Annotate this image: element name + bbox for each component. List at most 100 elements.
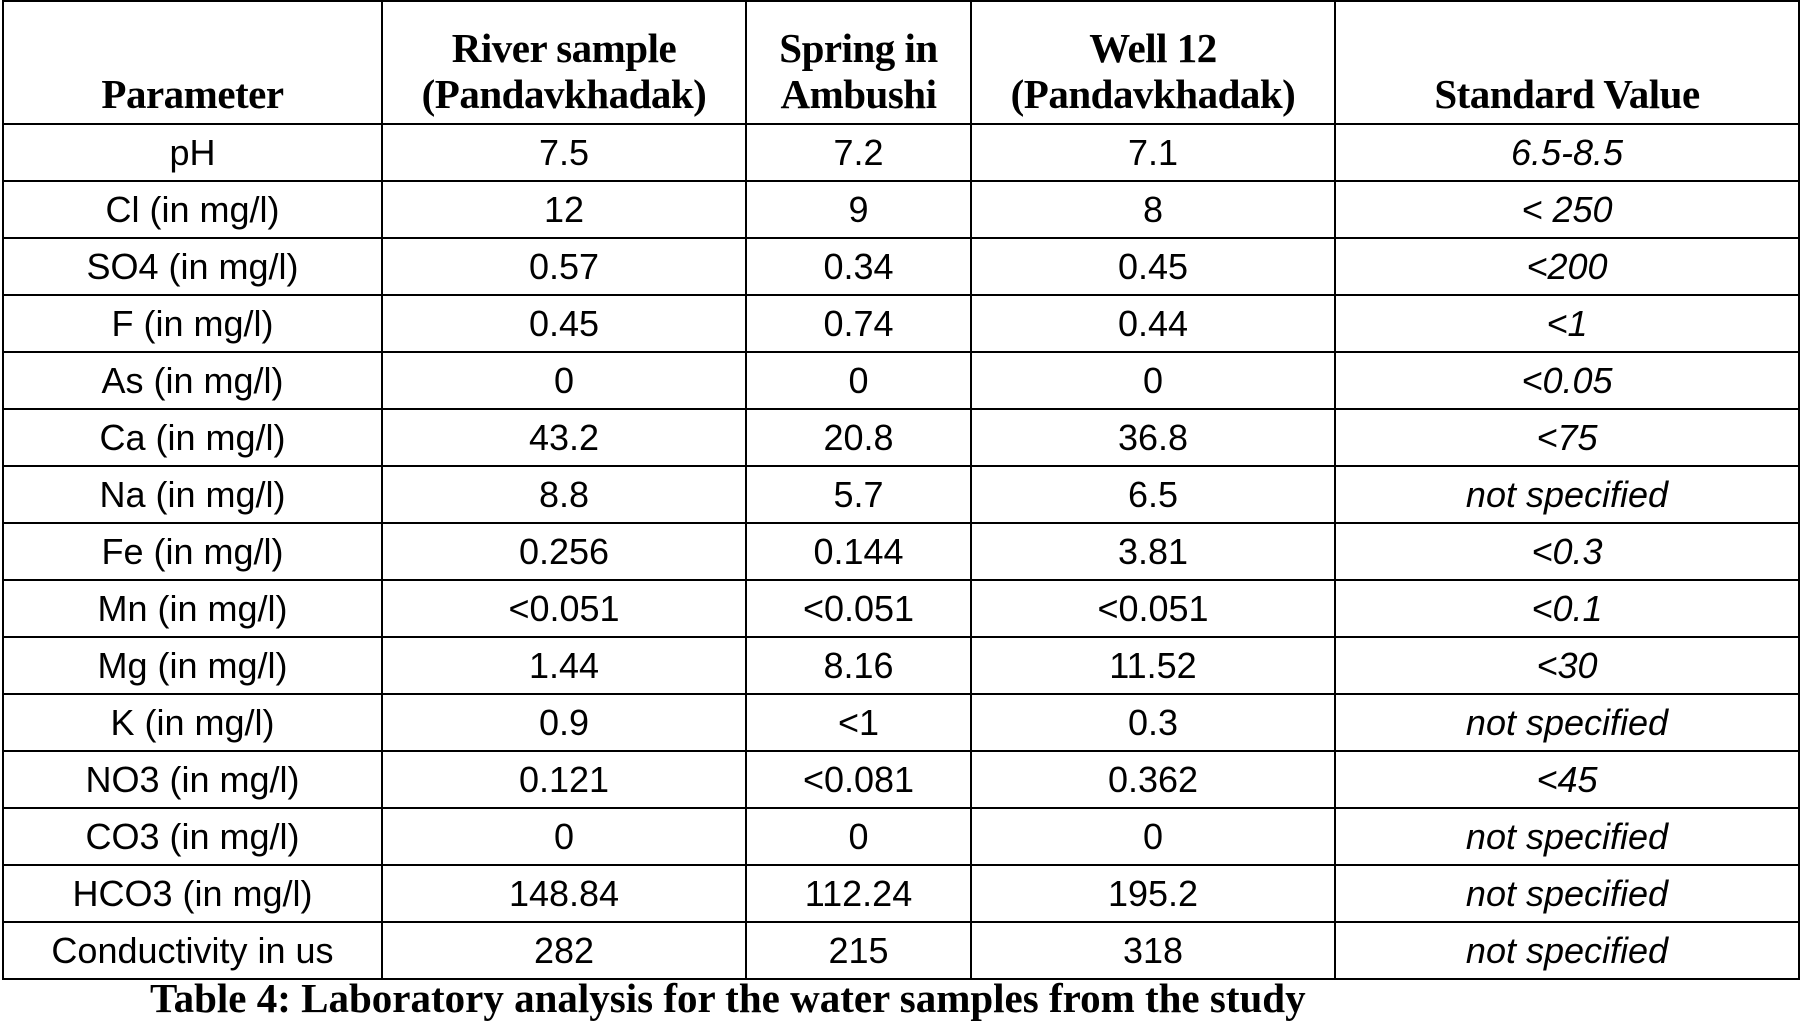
table-row: Mg (in mg/l) 1.44 8.16 11.52 <30 <box>2 636 1800 695</box>
value-cell: 0 <box>970 351 1336 410</box>
value-cell: 0 <box>381 351 747 410</box>
value-cell: 6.5 <box>970 465 1336 524</box>
value-cell: 0.9 <box>381 693 747 752</box>
value-cell: 0.44 <box>970 294 1336 353</box>
value-cell: <45 <box>1334 750 1800 809</box>
table-row: pH 7.5 7.2 7.1 6.5-8.5 <box>2 123 1800 182</box>
value-cell: 0.362 <box>970 750 1336 809</box>
value-cell: 0 <box>745 807 972 866</box>
value-cell: <1 <box>745 693 972 752</box>
value-cell: 0.74 <box>745 294 972 353</box>
value-cell: 8.16 <box>745 636 972 695</box>
value-cell: 3.81 <box>970 522 1336 581</box>
table-body: pH 7.5 7.2 7.1 6.5-8.5 Cl (in mg/l) 12 9 8 < 250 S… <box>2 123 1800 980</box>
table-row: SO4 (in mg/l) 0.57 0.34 0.45 <200 <box>2 237 1800 296</box>
parameter-cell: pH <box>2 123 383 182</box>
value-cell: 36.8 <box>970 408 1336 467</box>
table-row: Cl (in mg/l) 12 9 8 < 250 <box>2 180 1800 239</box>
table-row: F (in mg/l) 0.45 0.74 0.44 <1 <box>2 294 1800 353</box>
table-row: NO3 (in mg/l) 0.121 <0.081 0.362 <45 <box>2 750 1800 809</box>
value-cell: 5.7 <box>745 465 972 524</box>
table-row: Ca (in mg/l) 43.2 20.8 36.8 <75 <box>2 408 1800 467</box>
value-cell: 282 <box>381 921 747 980</box>
value-cell: 0 <box>745 351 972 410</box>
value-cell: 1.44 <box>381 636 747 695</box>
table-row: As (in mg/l) 0 0 0 <0.05 <box>2 351 1800 410</box>
table-row: Na (in mg/l) 8.8 5.7 6.5 not specified <box>2 465 1800 524</box>
parameter-cell: Mg (in mg/l) <box>2 636 383 695</box>
table-row: Mn (in mg/l) <0.051 <0.051 <0.051 <0.1 <box>2 579 1800 638</box>
value-cell: < 250 <box>1334 180 1800 239</box>
value-cell: 9 <box>745 180 972 239</box>
value-cell: 12 <box>381 180 747 239</box>
table-row: K (in mg/l) 0.9 <1 0.3 not specified <box>2 693 1800 752</box>
header-cell: Well 12 (Pandavkhadak) <box>970 0 1336 125</box>
value-cell: 7.2 <box>745 123 972 182</box>
value-cell: 0.3 <box>970 693 1336 752</box>
value-cell: not specified <box>1334 807 1800 866</box>
value-cell: <1 <box>1334 294 1800 353</box>
value-cell: not specified <box>1334 693 1800 752</box>
value-cell: <0.081 <box>745 750 972 809</box>
value-cell: <75 <box>1334 408 1800 467</box>
parameter-cell: F (in mg/l) <box>2 294 383 353</box>
value-cell: 7.1 <box>970 123 1336 182</box>
value-cell: 215 <box>745 921 972 980</box>
value-cell: 0.144 <box>745 522 972 581</box>
header-cell: Spring in Ambushi <box>745 0 972 125</box>
value-cell: 11.52 <box>970 636 1336 695</box>
table-row: Conductivity in us 282 215 318 not specified <box>2 921 1800 980</box>
value-cell: 195.2 <box>970 864 1336 923</box>
value-cell: <0.05 <box>1334 351 1800 410</box>
value-cell: <30 <box>1334 636 1800 695</box>
parameter-cell: Mn (in mg/l) <box>2 579 383 638</box>
value-cell: 148.84 <box>381 864 747 923</box>
parameter-cell: Ca (in mg/l) <box>2 408 383 467</box>
value-cell: 0 <box>970 807 1336 866</box>
header-cell: River sample (Pandavkhadak) <box>381 0 747 125</box>
value-cell: <0.051 <box>745 579 972 638</box>
parameter-cell: SO4 (in mg/l) <box>2 237 383 296</box>
parameter-cell: K (in mg/l) <box>2 693 383 752</box>
value-cell: 318 <box>970 921 1336 980</box>
value-cell: <0.1 <box>1334 579 1800 638</box>
parameter-cell: Conductivity in us <box>2 921 383 980</box>
data-table: Parameter River sample (Pandavkhadak) Spri… <box>2 0 1800 980</box>
header-cell: Parameter <box>2 0 383 125</box>
value-cell: not specified <box>1334 921 1800 980</box>
value-cell: 0.256 <box>381 522 747 581</box>
value-cell: 0 <box>381 807 747 866</box>
value-cell: 7.5 <box>381 123 747 182</box>
parameter-cell: Fe (in mg/l) <box>2 522 383 581</box>
value-cell: 0.57 <box>381 237 747 296</box>
value-cell: <200 <box>1334 237 1800 296</box>
value-cell: not specified <box>1334 864 1800 923</box>
parameter-cell: Na (in mg/l) <box>2 465 383 524</box>
value-cell: <0.051 <box>970 579 1336 638</box>
value-cell: 8.8 <box>381 465 747 524</box>
parameter-cell: HCO3 (in mg/l) <box>2 864 383 923</box>
value-cell: 8 <box>970 180 1336 239</box>
value-cell: <0.051 <box>381 579 747 638</box>
value-cell: 0.45 <box>381 294 747 353</box>
header-row: Parameter River sample (Pandavkhadak) Spri… <box>2 0 1800 125</box>
value-cell: 43.2 <box>381 408 747 467</box>
value-cell: 20.8 <box>745 408 972 467</box>
value-cell: 0.45 <box>970 237 1336 296</box>
value-cell: not specified <box>1334 465 1800 524</box>
table-row: CO3 (in mg/l) 0 0 0 not specified <box>2 807 1800 866</box>
value-cell: 0.121 <box>381 750 747 809</box>
value-cell: 6.5-8.5 <box>1334 123 1800 182</box>
parameter-cell: CO3 (in mg/l) <box>2 807 383 866</box>
header-cell: Standard Value <box>1334 0 1800 125</box>
value-cell: <0.3 <box>1334 522 1800 581</box>
parameter-cell: As (in mg/l) <box>2 351 383 410</box>
value-cell: 112.24 <box>745 864 972 923</box>
parameter-cell: Cl (in mg/l) <box>2 180 383 239</box>
table-row: Fe (in mg/l) 0.256 0.144 3.81 <0.3 <box>2 522 1800 581</box>
caption: Table 4: Laboratory analysis for the wat… <box>150 975 1306 1021</box>
value-cell: 0.34 <box>745 237 972 296</box>
parameter-cell: NO3 (in mg/l) <box>2 750 383 809</box>
table-row: HCO3 (in mg/l) 148.84 112.24 195.2 not speci… <box>2 864 1800 923</box>
